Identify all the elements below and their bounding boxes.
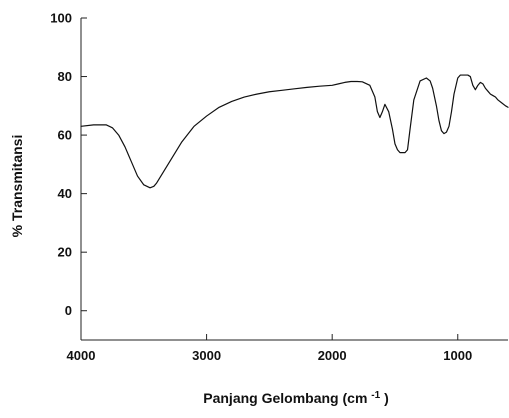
x-tick-label: 2000 xyxy=(318,348,347,363)
x-axis-title: Panjang Gelombang (cm -1 ) xyxy=(203,390,389,407)
y-tick-label: 80 xyxy=(58,69,72,84)
y-tick-label: 60 xyxy=(58,128,72,143)
y-tick-label: 20 xyxy=(58,245,72,260)
x-tick-label: 3000 xyxy=(192,348,221,363)
x-axis-title-main: Panjang Gelombang (cm xyxy=(203,390,367,406)
y-tick-label: 0 xyxy=(65,303,72,318)
spectrum-line xyxy=(80,74,509,189)
series-layer xyxy=(80,74,509,189)
y-axis-title: % Transmitansi xyxy=(9,135,25,238)
y-tick-label: 100 xyxy=(50,11,72,26)
y-tick-label: 40 xyxy=(58,186,72,201)
tick-label-layer: 0 20 40 60 80 100 4000 3000 2000 1000 xyxy=(50,11,472,364)
axes-layer xyxy=(80,17,508,341)
x-tick-label: 1000 xyxy=(443,348,472,363)
x-axis-title-suffix: ) xyxy=(384,390,389,406)
x-axis-title-superscript: -1 xyxy=(371,390,380,401)
x-tick-label: 4000 xyxy=(67,348,96,363)
